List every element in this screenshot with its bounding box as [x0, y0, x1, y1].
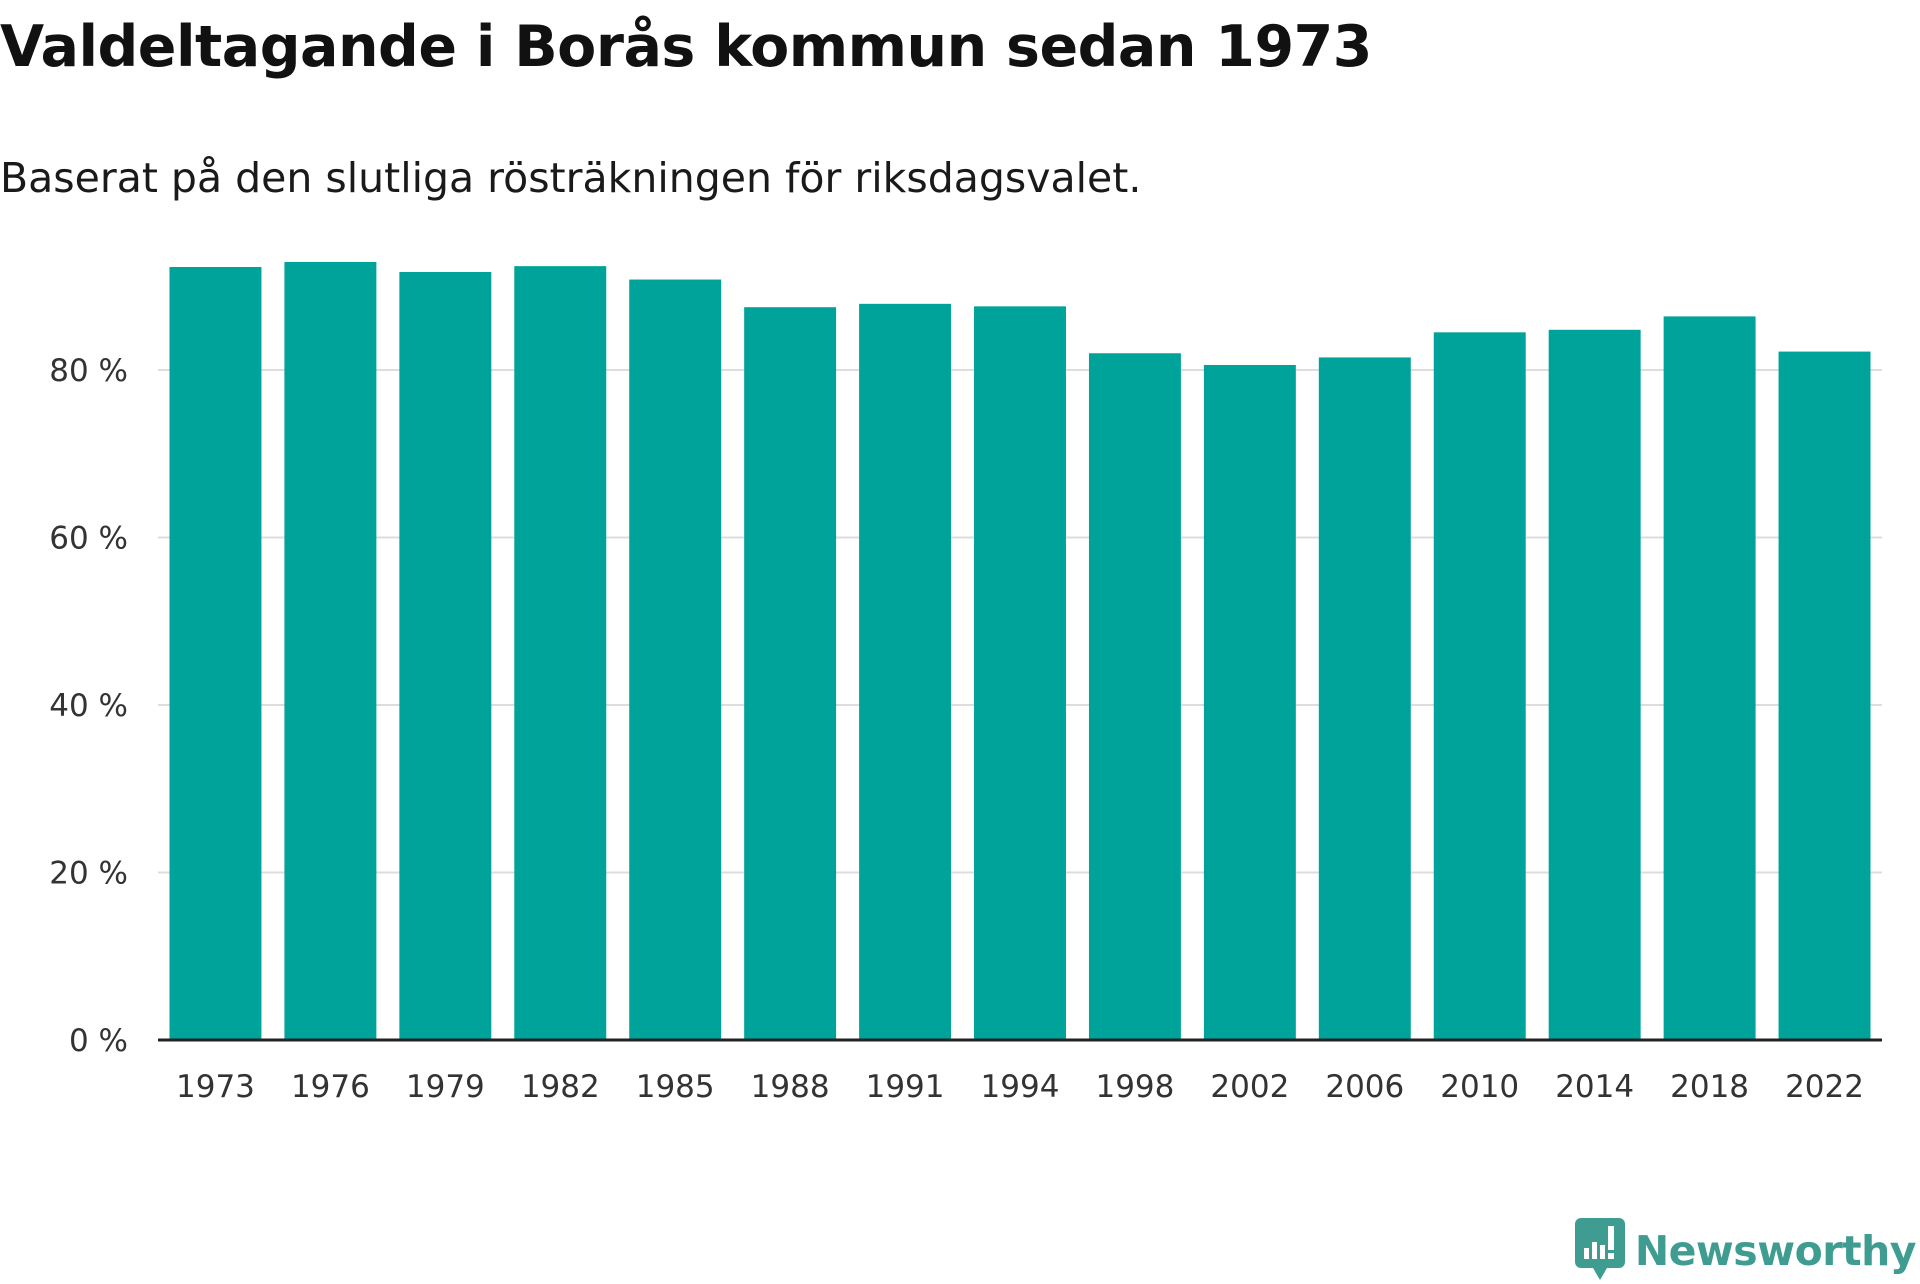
bar-2018 — [1663, 316, 1756, 1040]
x-tick-label: 1991 — [866, 1069, 945, 1105]
chart-title: Valdeltagande i Borås kommun sedan 1973 — [0, 14, 1372, 80]
x-tick-label: 1998 — [1095, 1069, 1174, 1105]
x-tick-label: 2006 — [1325, 1069, 1404, 1105]
bar-1985 — [629, 279, 722, 1040]
x-tick-label: 2010 — [1440, 1069, 1519, 1105]
y-tick-label: 80 % — [49, 353, 128, 389]
bar-1991 — [859, 303, 952, 1040]
x-tick-label: 2002 — [1210, 1069, 1289, 1105]
x-tick-label: 1976 — [291, 1069, 370, 1105]
x-tick-label: 1973 — [176, 1069, 255, 1105]
bar-1994 — [974, 306, 1066, 1041]
newsworthy-brand: Newsworthy — [1574, 1218, 1917, 1284]
chart-subtitle: Baserat på den slutliga rösträkningen fö… — [0, 154, 1142, 202]
x-tick-label: 2014 — [1555, 1069, 1634, 1105]
x-tick-label: 1994 — [981, 1069, 1060, 1105]
bar-2022 — [1778, 351, 1871, 1040]
x-tick-label: 1982 — [521, 1069, 600, 1105]
x-tick-label: 1988 — [751, 1069, 830, 1105]
bar-1988 — [744, 307, 837, 1040]
y-axis-tick-labels: 0 % 20 % 40 % 60 % 80 % — [49, 353, 128, 1059]
bar-2006 — [1318, 357, 1411, 1040]
bar-2002 — [1203, 364, 1296, 1041]
y-tick-label: 20 % — [49, 856, 128, 892]
newsworthy-logo-icon — [1574, 1218, 1625, 1284]
y-tick-label: 40 % — [49, 688, 128, 724]
x-axis-tick-labels: 1973 1976 1979 1982 1985 1988 1991 1994 1998 2002… — [176, 1069, 1864, 1105]
x-tick-label: 1979 — [406, 1069, 485, 1105]
bar-1973 — [169, 266, 262, 1040]
bar-1979 — [399, 272, 492, 1040]
bar-1982 — [514, 266, 607, 1040]
brand-name: Newsworthy — [1634, 1227, 1917, 1275]
x-tick-label: 2022 — [1785, 1069, 1864, 1105]
y-tick-label: 0 % — [69, 1023, 128, 1059]
bar-1998 — [1088, 353, 1181, 1040]
bar-1976 — [284, 261, 377, 1040]
bars — [169, 261, 1871, 1041]
x-tick-label: 2018 — [1670, 1069, 1749, 1105]
x-tick-label: 1985 — [636, 1069, 715, 1105]
bar-2010 — [1433, 332, 1526, 1040]
y-tick-label: 60 % — [49, 521, 128, 557]
bar-2014 — [1548, 329, 1641, 1040]
